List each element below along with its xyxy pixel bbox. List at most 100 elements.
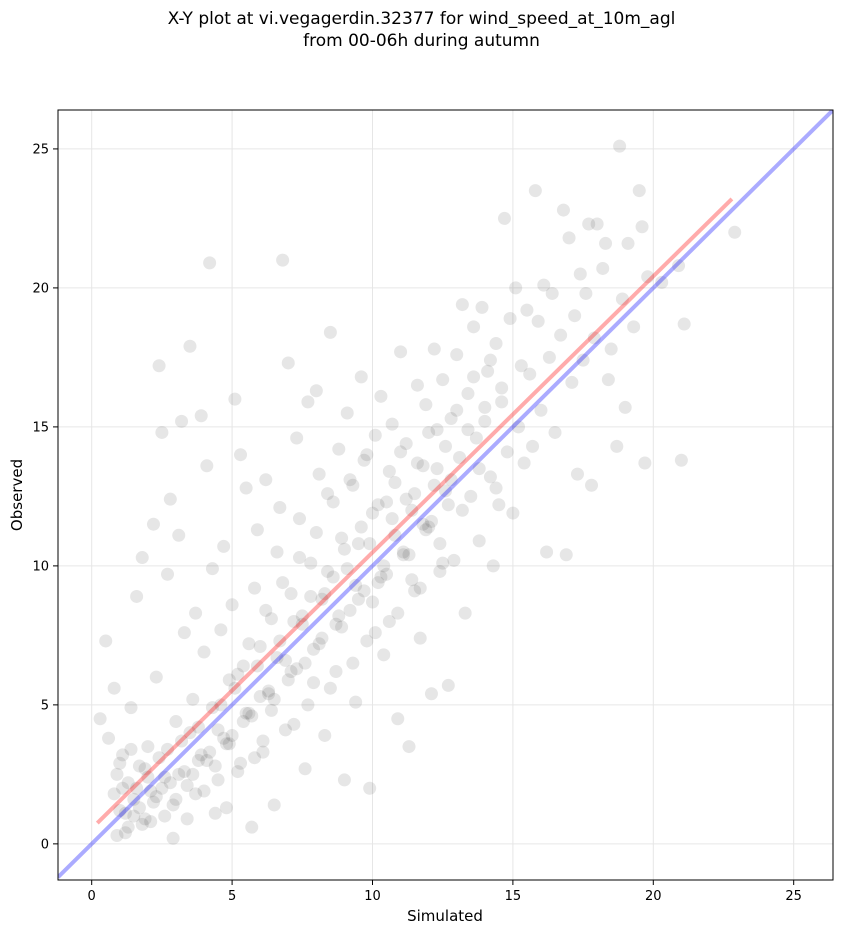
scatter-point — [177, 765, 191, 779]
scatter-point — [416, 459, 430, 473]
scatter-point — [298, 762, 312, 776]
scatter-point — [321, 564, 335, 578]
scatter-point — [422, 520, 436, 534]
scatter-point — [259, 473, 273, 487]
scatter-point — [570, 467, 584, 481]
scatter-point — [144, 815, 158, 829]
scatter-point — [146, 795, 160, 809]
scatter-point — [424, 514, 438, 528]
scatter-point — [236, 715, 250, 729]
scatter-point — [301, 395, 315, 409]
y-tick-label: 10 — [32, 559, 49, 574]
scatter-point — [396, 548, 410, 562]
scatter-point — [402, 740, 416, 754]
scatter-point — [349, 578, 363, 592]
scatter-point — [239, 481, 253, 495]
y-tick-label: 15 — [32, 420, 49, 435]
scatter-point — [427, 478, 441, 492]
scatter-point — [618, 400, 632, 414]
scatter-point — [295, 609, 309, 623]
scatter-point — [495, 381, 509, 395]
scatter-point — [478, 400, 492, 414]
scatter-point — [276, 576, 290, 590]
scatter-point — [354, 520, 368, 534]
scatter-point — [329, 665, 343, 679]
scatter-point — [430, 462, 444, 476]
scatter-point — [130, 589, 144, 603]
scatter-point — [677, 317, 691, 331]
scatter-point — [234, 448, 248, 462]
x-tick-label: 5 — [228, 889, 236, 904]
scatter-point — [408, 487, 422, 501]
scatter-point — [175, 414, 189, 428]
scatter-point — [110, 829, 124, 843]
scatter-point — [211, 723, 225, 737]
scatter-point — [189, 606, 203, 620]
scatter-point — [388, 528, 402, 542]
scatter-point — [615, 292, 629, 306]
scatter-point — [197, 645, 211, 659]
scatter-point — [267, 692, 281, 706]
scatter-point — [517, 456, 531, 470]
scatter-point — [559, 548, 573, 562]
scatter-point — [427, 342, 441, 356]
scatter-point — [278, 653, 292, 667]
scatter-point — [368, 626, 382, 640]
scatter-point — [113, 804, 127, 818]
scatter-point — [158, 770, 172, 784]
scatter-point — [191, 753, 205, 767]
scatter-point — [413, 631, 427, 645]
scatter-point — [391, 606, 405, 620]
scatter-point — [422, 425, 436, 439]
scatter-point — [152, 359, 166, 373]
scatter-point — [321, 487, 335, 501]
scatter-point — [433, 537, 447, 551]
scatter-point — [284, 665, 298, 679]
scatter-point — [565, 375, 579, 389]
scatter-point — [250, 659, 264, 673]
scatter-point — [439, 439, 452, 453]
scatter-point — [141, 740, 155, 754]
scatter-point — [318, 728, 332, 742]
scatter-point — [354, 370, 368, 384]
scatter-point — [335, 531, 349, 545]
scatter-point — [323, 681, 337, 695]
scatter-point — [346, 656, 360, 670]
scatter-point — [135, 551, 149, 565]
scatter-point — [500, 445, 514, 459]
scatter-point — [107, 681, 121, 695]
scatter-point — [245, 820, 259, 834]
x-tick-label: 0 — [88, 889, 96, 904]
scatter-point — [304, 589, 318, 603]
scatter-point — [340, 562, 354, 576]
scatter-point — [138, 762, 152, 776]
scatter-point — [512, 420, 526, 434]
scatter-point — [222, 737, 236, 751]
scatter-point — [180, 812, 194, 826]
scatter-point — [635, 220, 649, 234]
scatter-point — [301, 698, 315, 712]
scatter-point — [399, 437, 413, 451]
scatter-point — [290, 662, 304, 676]
scatter-point — [380, 495, 394, 509]
scatter-point — [158, 809, 172, 823]
scatter-point — [270, 651, 284, 665]
scatter-point — [315, 631, 329, 645]
scatter-point — [349, 695, 363, 709]
scatter-point — [228, 392, 242, 406]
scatter-point — [520, 303, 534, 317]
scatter-point — [177, 626, 191, 640]
scatter-point — [489, 481, 503, 495]
scatter-point — [309, 384, 323, 398]
scatter-point — [253, 690, 267, 704]
scatter-point — [99, 634, 113, 648]
scatter-point — [489, 337, 503, 351]
scatter-point — [141, 770, 155, 784]
scatter-point — [483, 353, 497, 367]
scatter-point — [292, 512, 306, 526]
scatter-point — [262, 687, 276, 701]
scatter-point — [132, 759, 146, 773]
scatter-point — [135, 817, 149, 831]
scatter-point — [537, 278, 551, 292]
